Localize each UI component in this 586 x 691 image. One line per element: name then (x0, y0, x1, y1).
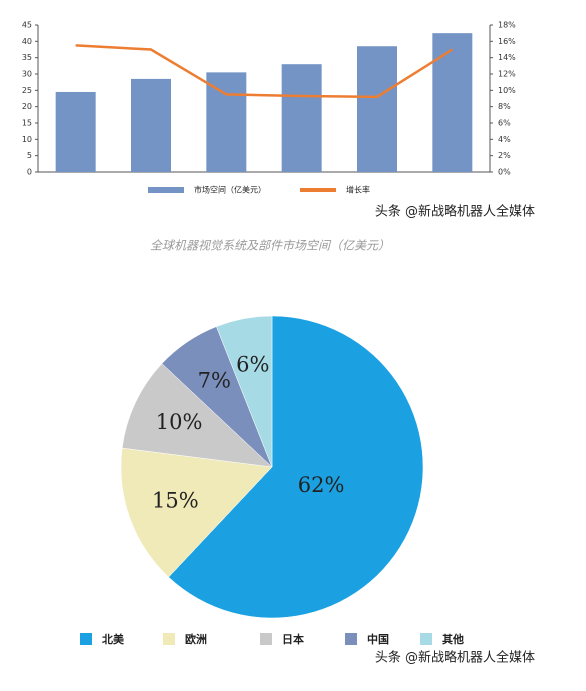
legend-swatch (163, 633, 175, 645)
y2-tick-label: 10% (498, 86, 516, 95)
legend-swatch (148, 187, 184, 193)
legend-swatch (80, 633, 92, 645)
y2-tick-label: 0% (498, 168, 511, 177)
pie-slice (120, 447, 273, 578)
y-tick-label: 45 (22, 21, 32, 30)
y-tick-label: 10 (22, 135, 32, 144)
legend-label: 其他 (442, 632, 464, 646)
slice-label: 7% (198, 369, 231, 393)
pie-slice (121, 363, 273, 468)
bar (206, 72, 247, 172)
y2-tick-label: 12% (498, 70, 516, 79)
y2-tick-label: 2% (498, 151, 511, 160)
bar (55, 91, 96, 172)
slice-label: 10% (156, 410, 203, 434)
legend-label: 日本 (282, 632, 304, 646)
y-tick-label: 5 (27, 151, 32, 160)
y-tick-label: 30 (22, 70, 32, 79)
legend-label: 北美 (102, 632, 125, 646)
y2-tick-label: 16% (498, 37, 516, 46)
y-tick-label: 25 (22, 86, 32, 95)
watermark: 头条 @新战略机器人全媒体 (375, 650, 535, 666)
legend-label: 增长率 (346, 185, 370, 195)
legend-swatch (345, 633, 357, 645)
bar (357, 46, 397, 172)
y2-tick-label: 4% (498, 135, 511, 144)
slice-label: 15% (152, 488, 199, 512)
slice-label: 6% (236, 353, 269, 377)
y-tick-label: 0 (27, 168, 32, 177)
pie-slice (168, 315, 424, 619)
pie-slice (216, 315, 273, 468)
y2-tick-label: 8% (498, 102, 511, 111)
legend-label: 市场空间（亿美元） (194, 185, 266, 195)
legend-swatch (420, 633, 432, 645)
legend-swatch (260, 633, 272, 645)
legend-label: 中国 (367, 632, 389, 646)
watermark: 头条 @新战略机器人全媒体 (375, 204, 535, 220)
y-tick-label: 40 (22, 37, 32, 46)
y-tick-label: 35 (22, 53, 32, 62)
bar (432, 33, 473, 172)
y-tick-label: 15 (22, 119, 32, 128)
y2-tick-label: 6% (498, 119, 511, 128)
bar (131, 78, 171, 172)
slice-label: 62% (298, 473, 345, 497)
y2-tick-label: 18% (498, 21, 516, 30)
y-tick-label: 20 (22, 102, 32, 111)
bar (281, 64, 322, 172)
legend-label: 欧洲 (185, 632, 207, 646)
line (75, 44, 453, 99)
y2-tick-label: 14% (498, 53, 516, 62)
caption: 全球机器视觉系统及部件市场空间（亿美元） (150, 239, 390, 253)
